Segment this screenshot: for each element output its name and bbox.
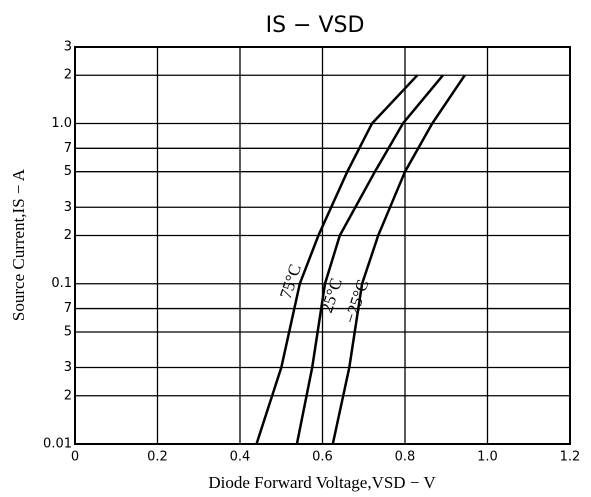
- y-axis-label: Source Current,IS − A: [9, 168, 28, 321]
- y-tick-label: 0.1: [51, 276, 72, 291]
- y-tick-label: 0.01: [43, 437, 72, 452]
- x-tick-label: 1.2: [560, 450, 581, 465]
- curve: [255, 74, 419, 445]
- x-tick-label: 0: [71, 450, 79, 465]
- y-tick-label: 3: [64, 200, 72, 215]
- y-tick-label: 2: [64, 228, 72, 243]
- chart-title: IS − VSD: [266, 13, 365, 38]
- curve-label: −25°C: [341, 277, 373, 325]
- x-tick-label: 1.0: [477, 450, 498, 465]
- y-tick-label: 5: [64, 164, 72, 179]
- y-tick-label: 3: [64, 360, 72, 375]
- y-tick-label: 2: [64, 388, 72, 403]
- y-tick-label: 2: [64, 68, 72, 83]
- y-tick-label: 3: [64, 40, 72, 55]
- x-axis-label: Diode Forward Voltage,VSD − V: [208, 473, 436, 492]
- x-tick-label: 0.2: [147, 450, 168, 465]
- plot-border: [74, 46, 571, 445]
- curve: [295, 74, 444, 445]
- x-tick-label: 0.8: [395, 450, 416, 465]
- curve-label: 25°C: [317, 276, 346, 315]
- curve: [331, 74, 466, 445]
- y-tick-label: 7: [64, 141, 72, 156]
- x-tick-label: 0.4: [230, 450, 251, 465]
- y-tick-label: 7: [64, 301, 72, 316]
- y-tick-label: 5: [64, 324, 72, 339]
- x-tick-label: 0.6: [312, 450, 333, 465]
- y-tick-label: 1.0: [51, 116, 72, 131]
